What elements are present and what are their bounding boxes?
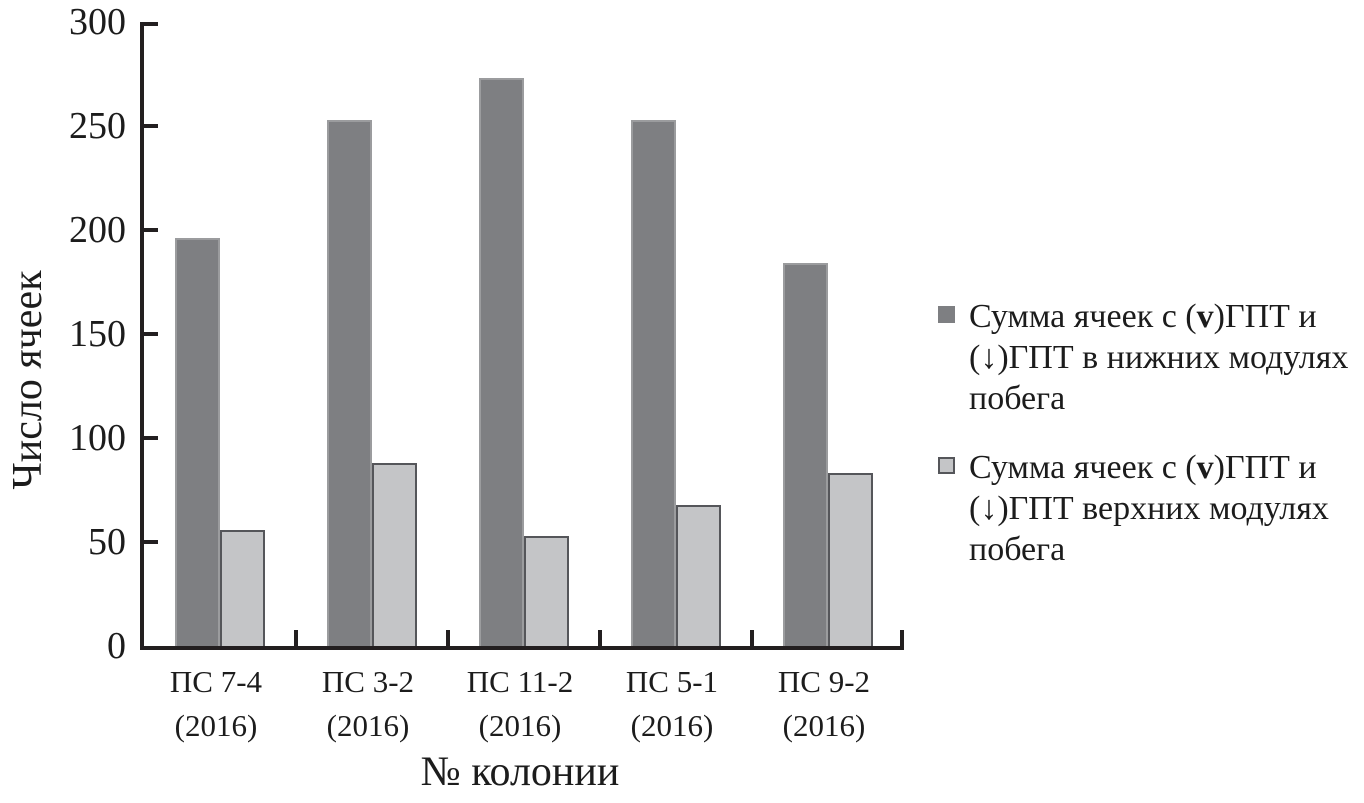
bar-series-1 [676,505,721,646]
x-axis-tick-label: ПС 3-2 (2016) [292,660,444,748]
x-axis-tick-label-line: (2016) [782,708,866,743]
x-axis-tick-label: ПС 7-4 (2016) [140,660,292,748]
legend-item: Сумма ячеек с (v)ГПТ и (↓)ГПТ верхних мо… [938,447,1358,570]
bar-group [144,22,296,646]
y-axis-tick [144,332,158,336]
legend-label-text: Сумма ячеек с ( [969,298,1197,335]
x-axis-tick-label-line: (2016) [630,708,714,743]
x-axis-tick-labels: ПС 7-4 (2016) ПС 3-2 (2016) ПС 11-2 (2016) ПС … [140,660,900,748]
bar-group [600,22,752,646]
x-axis-tick-label-line: (2016) [174,708,258,743]
x-axis-tick-label-line: ПС 3-2 [321,664,415,699]
bar-group [752,22,904,646]
x-axis-tick-label-line: ПС 11-2 [466,664,574,699]
y-axis-tick [144,228,158,232]
legend-label-bold: v [1196,449,1214,486]
x-axis-tick-label: ПС 9-2 (2016) [748,660,900,748]
bar-group [296,22,448,646]
y-axis-tick [144,436,158,440]
y-axis-tick-label: 200 [69,209,126,251]
bar-series-1 [828,473,873,646]
legend-label-bold: v [1196,298,1214,335]
plot-area [140,22,904,650]
bar-series-0 [479,78,524,646]
legend-swatch-dark [938,306,955,323]
x-axis-tick-label-line: (2016) [478,708,562,743]
legend-label-text: Сумма ячеек с ( [969,449,1197,486]
y-axis-tick-label: 100 [69,417,126,459]
x-axis-tick-label-line: ПС 9-2 [777,664,871,699]
x-axis-tick-label-line: (2016) [326,708,410,743]
bar-series-0 [327,120,372,646]
bar-series-0 [175,238,220,646]
bar-series-1 [524,536,569,646]
legend-label-text: )ГПТ и (↓)ГПТ в нижних модулях побега [969,298,1349,417]
x-axis-tick [900,630,904,646]
bar-series-1 [220,530,265,646]
y-axis-tick [144,22,158,26]
x-axis-tick [294,630,298,646]
legend-label: Сумма ячеек с (v)ГПТ и (↓)ГПТ в нижних м… [969,296,1348,419]
legend-label-text: )ГПТ и (↓)ГПТ верхних модулях побега [969,449,1329,568]
bars-container [144,22,904,646]
y-axis-tick-label: 0 [107,625,126,667]
legend-label: Сумма ячеек с (v)ГПТ и (↓)ГПТ верхних мо… [969,447,1329,570]
x-axis-tick-label-line: ПС 5-1 [625,664,719,699]
x-axis-tick [750,630,754,646]
y-axis-tick-label: 250 [69,105,126,147]
y-axis-tick [144,124,158,128]
y-axis-tick-labels: 0 50 100 150 200 250 300 [0,3,126,665]
legend-item: Сумма ячеек с (v)ГПТ и (↓)ГПТ в нижних м… [938,296,1358,419]
y-axis-tick-label: 300 [69,1,126,43]
legend-swatch-light [938,457,955,474]
bar-series-1 [372,463,417,646]
x-axis-tick-label-line: ПС 7-4 [169,664,263,699]
x-axis-tick-label: ПС 5-1 (2016) [596,660,748,748]
x-axis-tick [598,630,602,646]
y-axis-tick [144,540,158,544]
bar-series-0 [631,120,676,646]
x-axis-tick [446,630,450,646]
bar-series-0 [783,263,828,646]
legend: Сумма ячеек с (v)ГПТ и (↓)ГПТ в нижних м… [938,296,1358,598]
x-axis-title: № колонии [420,749,620,795]
y-axis-tick-label: 50 [88,521,126,563]
x-axis-tick-label: ПС 11-2 (2016) [444,660,596,748]
y-axis-tick-label: 150 [69,313,126,355]
bar-group [448,22,600,646]
